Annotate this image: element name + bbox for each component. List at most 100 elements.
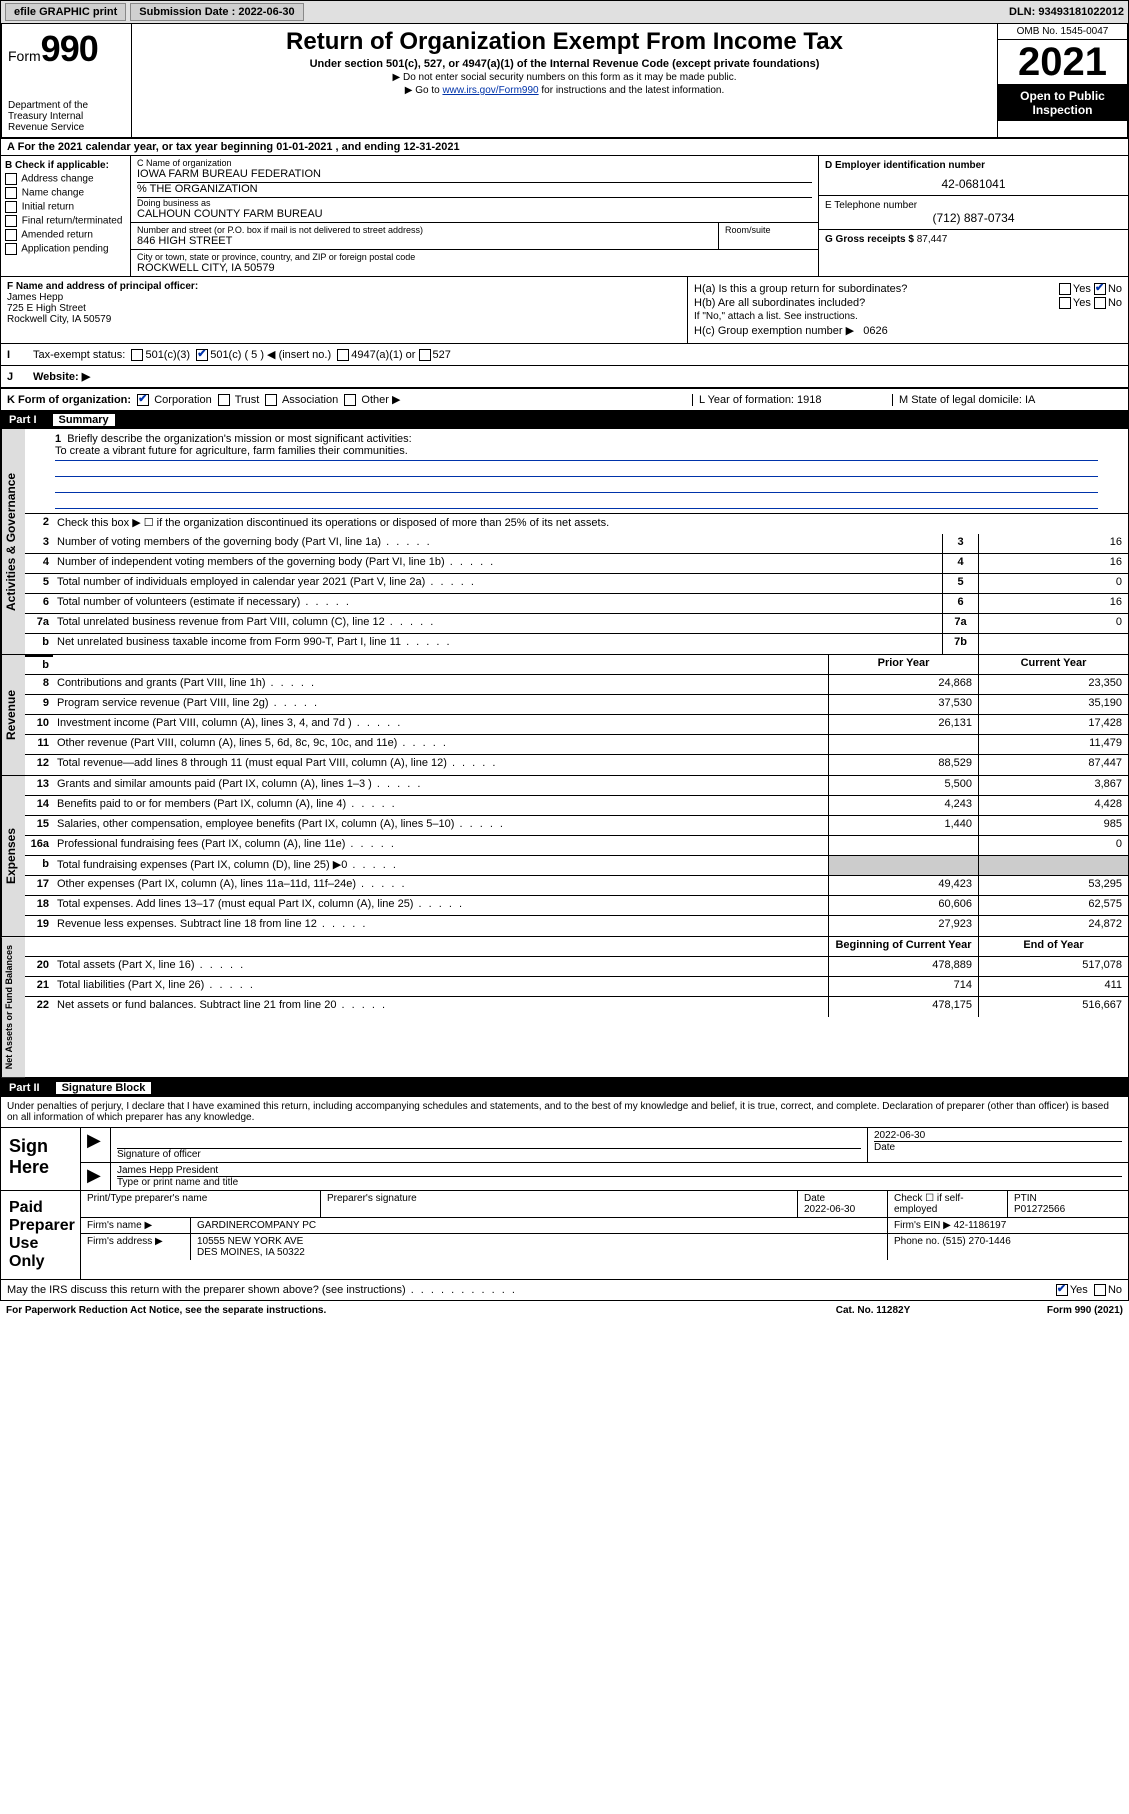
f-label: F Name and address of principal officer:: [7, 281, 681, 292]
declaration: Under penalties of perjury, I declare th…: [0, 1097, 1129, 1128]
firm-addr-label: Firm's address ▶: [81, 1234, 191, 1260]
revenue-colhdr: b Prior Year Current Year: [25, 655, 1128, 675]
section-i: I Tax-exempt status: 501(c)(3) 501(c) ( …: [0, 344, 1129, 366]
c-name: IOWA FARM BUREAU FEDERATION: [137, 168, 812, 180]
section-j: J Website: ▶: [0, 366, 1129, 389]
header-right: OMB No. 1545-0047 2021 Open to Public In…: [997, 24, 1127, 137]
form-num: 990: [41, 28, 98, 69]
f-addr1: 725 E High Street: [7, 303, 681, 314]
efile-button[interactable]: efile GRAPHIC print: [5, 3, 126, 21]
c-city: ROCKWELL CITY, IA 50579: [137, 262, 812, 274]
form-header: Form990 Department of the Treasury Inter…: [0, 24, 1129, 139]
c-street-label: Number and street (or P.O. box if mail i…: [137, 225, 712, 235]
colhdr-begin: Beginning of Current Year: [828, 937, 978, 956]
tax-year: 2021: [998, 40, 1127, 85]
sig-date-label: Date: [874, 1141, 1122, 1153]
foot-form: Form 990 (2021): [973, 1305, 1123, 1316]
note-link: ▶ Go to www.irs.gov/Form990 for instruct…: [140, 85, 989, 96]
rev-line-12: 12Total revenue—add lines 8 through 11 (…: [25, 755, 1128, 775]
b-opt-address[interactable]: Address change: [5, 173, 126, 185]
note-ssn: ▶ Do not enter social security numbers o…: [140, 72, 989, 83]
paid-preparer-block: Paid Preparer Use Only Print/Type prepar…: [0, 1191, 1129, 1280]
hc-val: 0626: [863, 325, 887, 337]
footer: For Paperwork Reduction Act Notice, see …: [0, 1301, 1129, 1320]
i-501c[interactable]: [196, 349, 208, 361]
k-assoc[interactable]: [265, 394, 277, 406]
part2-header: Part II Signature Block: [0, 1079, 1129, 1097]
b-opt-name[interactable]: Name change: [5, 187, 126, 199]
rev-line-9: 9Program service revenue (Part VIII, lin…: [25, 695, 1128, 715]
exp-line-14: 14Benefits paid to or for members (Part …: [25, 796, 1128, 816]
exp-line-13: 13Grants and similar amounts paid (Part …: [25, 776, 1128, 796]
section-f: F Name and address of principal officer:…: [1, 277, 688, 343]
b-opt-initial[interactable]: Initial return: [5, 201, 126, 213]
e-label: E Telephone number: [825, 200, 1122, 211]
dln-label: DLN:: [1009, 6, 1038, 18]
b-opt-2: Initial return: [22, 202, 74, 213]
rev-line-11: 11Other revenue (Part VIII, column (A), …: [25, 735, 1128, 755]
i-527[interactable]: [419, 349, 431, 361]
firm-ein-label: Firm's EIN ▶: [894, 1220, 951, 1231]
i-o3: 4947(a)(1) or: [351, 349, 415, 361]
topbar: efile GRAPHIC print Submission Date : 20…: [0, 0, 1129, 24]
firm-addr2: DES MOINES, IA 50322: [197, 1247, 881, 1258]
i-4947[interactable]: [337, 349, 349, 361]
hb-no[interactable]: [1094, 297, 1106, 309]
k-corp[interactable]: [137, 394, 149, 406]
foot-paperwork: For Paperwork Reduction Act Notice, see …: [6, 1305, 773, 1316]
sig-date: 2022-06-30: [874, 1130, 1122, 1141]
phone: (515) 270-1446: [942, 1236, 1010, 1247]
prep-check[interactable]: Check ☐ if self-employed: [888, 1191, 1008, 1217]
b-opt-final[interactable]: Final return/terminated: [5, 215, 126, 227]
section-g: G Gross receipts $ 87,447: [819, 230, 1128, 249]
form-word: Form: [8, 48, 41, 64]
b-opt-0: Address change: [21, 174, 93, 185]
f-addr2: Rockwell City, IA 50579: [7, 314, 681, 325]
sign-here-block: Sign Here ▶ Signature of officer 2022-06…: [0, 1128, 1129, 1191]
yes-label2: Yes: [1073, 297, 1091, 309]
line-a-taxyear: A For the 2021 calendar year, or tax yea…: [0, 139, 1129, 156]
part1-title: Summary: [53, 414, 115, 426]
no-label2: No: [1108, 297, 1122, 309]
colhdr-current: Current Year: [978, 655, 1128, 674]
gov-line-5: 5Total number of individuals employed in…: [25, 574, 1128, 594]
mayirs-no[interactable]: [1094, 1284, 1106, 1296]
ha-no[interactable]: [1094, 283, 1106, 295]
section-m: M State of legal domicile: IA: [892, 394, 1122, 406]
b-header: B Check if applicable:: [5, 160, 126, 171]
b-opt-amended[interactable]: Amended return: [5, 229, 126, 241]
c-name-label: C Name of organization: [137, 158, 812, 168]
k-other[interactable]: [344, 394, 356, 406]
ptin-label: PTIN: [1014, 1193, 1122, 1204]
exp-line-19: 19Revenue less expenses. Subtract line 1…: [25, 916, 1128, 936]
c-dba-label: Doing business as: [137, 197, 812, 208]
exp-line-b: bTotal fundraising expenses (Part IX, co…: [25, 856, 1128, 876]
form-number: Form990: [8, 28, 125, 70]
h-b: H(b) Are all subordinates included? Yes …: [694, 297, 1122, 309]
k-o2: Trust: [235, 394, 260, 406]
hb-yes[interactable]: [1059, 297, 1071, 309]
exp-line-17: 17Other expenses (Part IX, column (A), l…: [25, 876, 1128, 896]
header-mid: Return of Organization Exempt From Incom…: [132, 24, 997, 137]
section-deg: D Employer identification number 42-0681…: [818, 156, 1128, 276]
k-label: K Form of organization:: [7, 394, 131, 406]
no-label: No: [1108, 283, 1122, 295]
i-501c3[interactable]: [131, 349, 143, 361]
irs-link[interactable]: www.irs.gov/Form990: [442, 85, 538, 96]
section-e: E Telephone number (712) 887-0734: [819, 196, 1128, 230]
form-title: Return of Organization Exempt From Incom…: [140, 28, 989, 56]
section-h: H(a) Is this a group return for subordin…: [688, 277, 1128, 343]
sig-officer-label: Signature of officer: [117, 1148, 861, 1160]
k-trust[interactable]: [218, 394, 230, 406]
prep-date-label: Date: [804, 1193, 881, 1204]
ha-yes[interactable]: [1059, 283, 1071, 295]
exp-line-15: 15Salaries, other compensation, employee…: [25, 816, 1128, 836]
net-line-20: 20Total assets (Part X, line 16)478,8895…: [25, 957, 1128, 977]
l1-value: To create a vibrant future for agricultu…: [55, 445, 1098, 461]
mayirs-yes[interactable]: [1056, 1284, 1068, 1296]
b-opt-pending[interactable]: Application pending: [5, 243, 126, 255]
open-inspection: Open to Public Inspection: [998, 85, 1127, 121]
k-o3: Association: [282, 394, 338, 406]
form-subtitle: Under section 501(c), 527, or 4947(a)(1)…: [140, 58, 989, 70]
vtab-governance: Activities & Governance: [1, 429, 25, 654]
